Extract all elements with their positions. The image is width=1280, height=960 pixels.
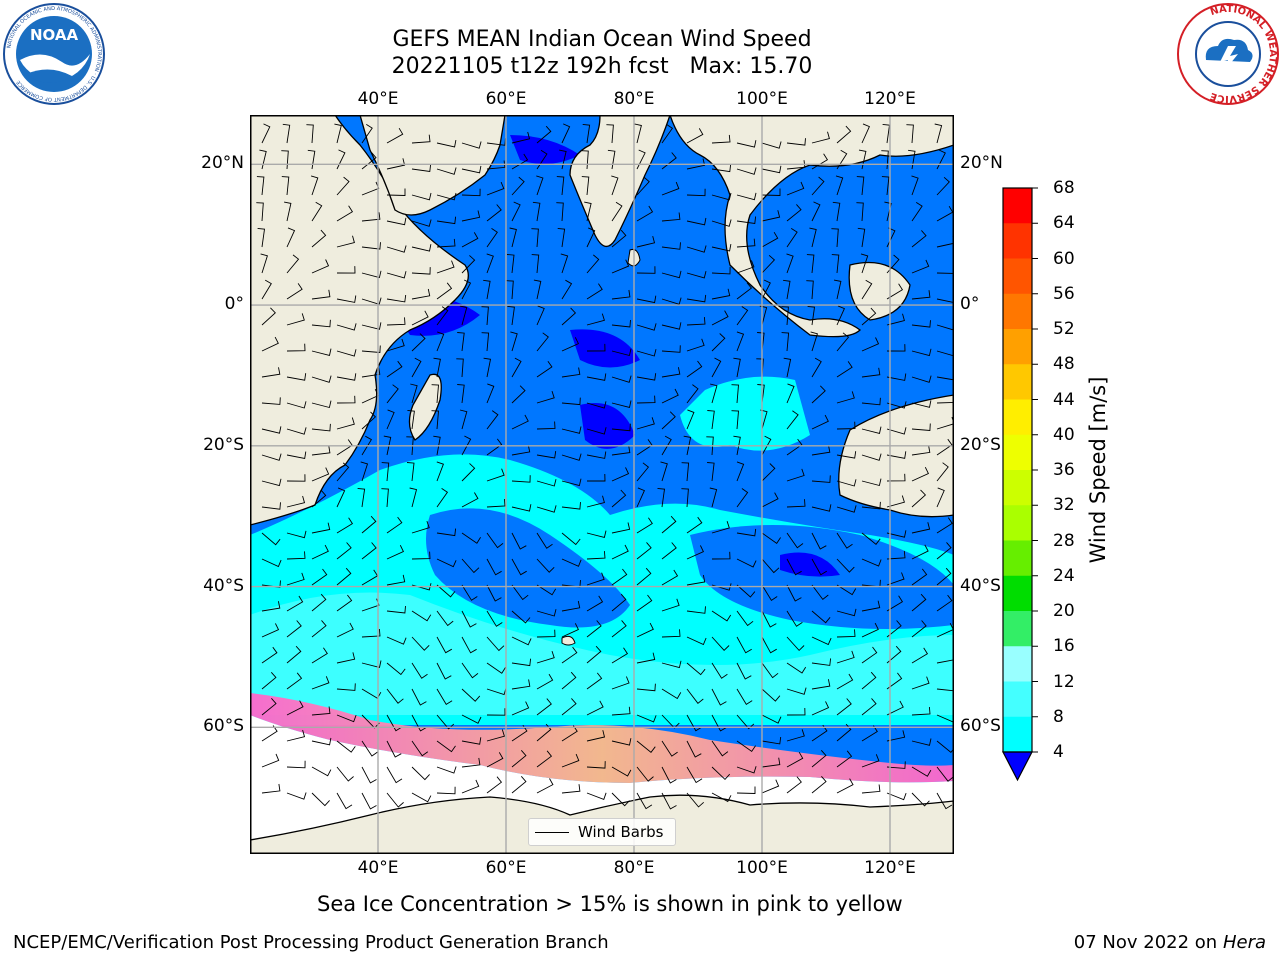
lat-tick-left-40s: 40°S <box>150 576 244 596</box>
colorbar-swatch <box>1003 259 1032 295</box>
colorbar-extend-arrow <box>1003 752 1032 780</box>
colorbar-tick-label: 8 <box>1053 707 1064 727</box>
colorbar-swatch <box>1003 364 1032 400</box>
nws-logo: NATIONAL WEATHER SERVICE <box>1176 2 1280 106</box>
colorbar-tick-label: 48 <box>1053 354 1075 374</box>
noaa-logo-text: NOAA <box>30 26 79 44</box>
colorbar-swatch <box>1003 646 1032 682</box>
footer-date-text: 07 Nov 2022 on <box>1074 932 1217 953</box>
lon-tick-bottom-60e: 60°E <box>466 858 546 878</box>
footer-date: 07 Nov 2022 on Hera <box>1074 932 1266 954</box>
colorbar-tick-label: 4 <box>1053 742 1064 762</box>
colorbar-swatch <box>1003 682 1032 718</box>
lon-tick-bottom-40e: 40°E <box>338 858 418 878</box>
lon-tick-top-120e: 120°E <box>850 89 930 109</box>
lon-tick-top-80e: 80°E <box>594 89 674 109</box>
lat-tick-left-20s: 20°S <box>150 435 244 455</box>
footer-producer: NCEP/EMC/Verification Post Processing Pr… <box>13 932 609 954</box>
lon-tick-bottom-100e: 100°E <box>722 858 802 878</box>
colorbar-tick-label: 32 <box>1053 495 1075 515</box>
colorbar-tick-label: 64 <box>1053 213 1075 233</box>
noaa-logo: NATIONAL OCEANIC AND ATMOSPHERIC ADMINIS… <box>2 2 106 106</box>
lat-tick-left-60s: 60°S <box>150 716 244 736</box>
colorbar-swatch <box>1003 223 1032 259</box>
lon-tick-bottom-80e: 80°E <box>594 858 674 878</box>
map-legend: Wind Barbs <box>528 818 676 846</box>
map-plot <box>250 115 954 854</box>
colorbar-swatch <box>1003 400 1032 436</box>
colorbar-swatch <box>1003 188 1032 224</box>
colorbar-swatch <box>1003 470 1032 506</box>
sea-ice-caption: Sea Ice Concentration > 15% is shown in … <box>250 891 1030 917</box>
colorbar-swatch <box>1003 576 1032 612</box>
chart-title: GEFS MEAN Indian Ocean Wind Speed <box>250 27 954 53</box>
colorbar-tick-label: 24 <box>1053 566 1075 586</box>
lat-tick-left-0: 0° <box>150 294 244 314</box>
colorbar-tick-label: 56 <box>1053 284 1075 304</box>
lat-tick-right-0: 0° <box>960 294 979 314</box>
lon-tick-top-40e: 40°E <box>338 89 418 109</box>
legend-label: Wind Barbs <box>578 823 663 841</box>
colorbar-tick-label: 12 <box>1053 672 1075 692</box>
colorbar-tick-label: 36 <box>1053 460 1075 480</box>
colorbar-tick-label: 28 <box>1053 531 1075 551</box>
colorbar-swatch <box>1003 294 1032 330</box>
lat-tick-right-20n: 20°N <box>960 153 1003 173</box>
legend-wind-barb-line <box>535 832 569 833</box>
colorbar-tick-label: 60 <box>1053 249 1075 269</box>
chart-subtitle: 20221105 t12z 192h fcst Max: 15.70 <box>250 54 954 80</box>
colorbar-swatch <box>1003 505 1032 541</box>
lon-tick-bottom-120e: 120°E <box>850 858 930 878</box>
colorbar-swatch <box>1003 541 1032 577</box>
lon-tick-top-60e: 60°E <box>466 89 546 109</box>
lat-tick-left-20n: 20°N <box>150 153 244 173</box>
colorbar-swatch <box>1003 611 1032 647</box>
colorbar <box>995 180 1075 790</box>
footer-host: Hera <box>1223 932 1266 953</box>
colorbar-tick-label: 52 <box>1053 319 1075 339</box>
colorbar-tick-label: 40 <box>1053 425 1075 445</box>
colorbar-swatch <box>1003 329 1032 365</box>
colorbar-title: Wind Speed [m/s] <box>1086 377 1110 564</box>
colorbar-tick-label: 20 <box>1053 601 1075 621</box>
colorbar-swatch <box>1003 435 1032 471</box>
colorbar-tick-label: 16 <box>1053 636 1075 656</box>
colorbar-tick-label: 44 <box>1053 390 1075 410</box>
colorbar-tick-label: 68 <box>1053 178 1075 198</box>
lon-tick-top-100e: 100°E <box>722 89 802 109</box>
colorbar-swatch <box>1003 717 1032 753</box>
